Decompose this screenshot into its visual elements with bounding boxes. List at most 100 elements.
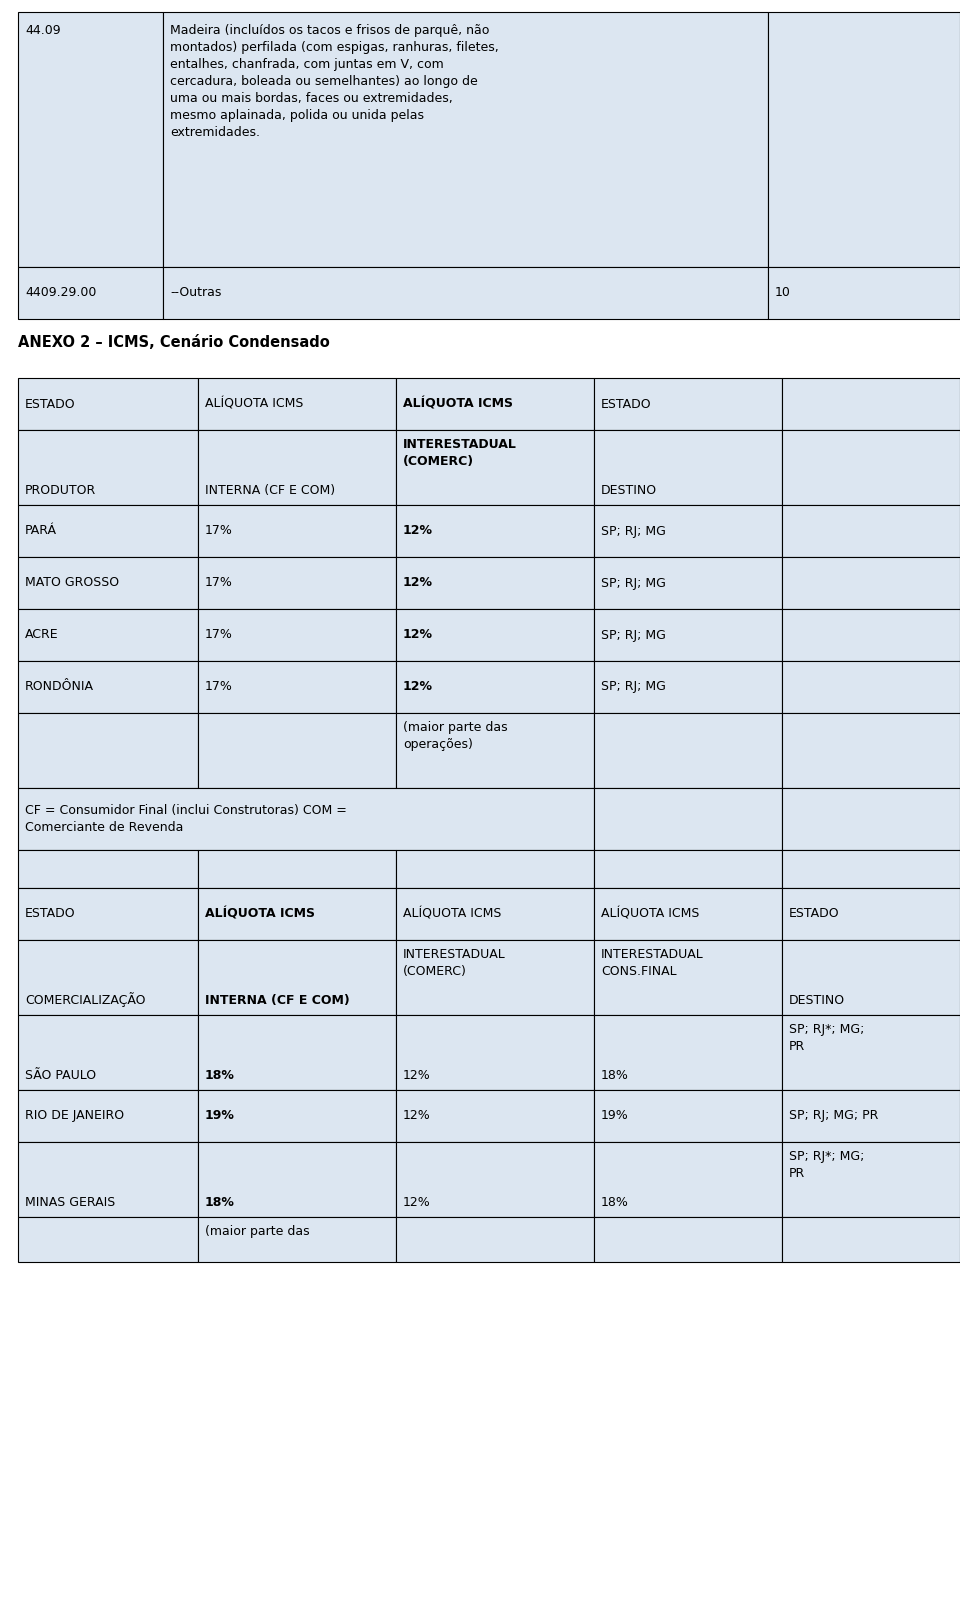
Bar [782,1217,960,1262]
Text: 17%: 17% [205,524,233,537]
Bar [594,887,782,940]
Bar [18,713,198,788]
Bar [18,1217,198,1262]
Bar [594,788,782,851]
Text: 18%: 18% [601,1070,629,1083]
Text: SP; RJ*; MG;
PR: SP; RJ*; MG; PR [789,1023,864,1054]
Bar [18,1142,198,1217]
Text: 17%: 17% [205,681,233,694]
Bar [18,430,198,505]
Bar [396,1217,594,1262]
Text: CF = Consumidor Final (inclui Construtoras) COM =
Comerciante de Revenda: CF = Consumidor Final (inclui Construtor… [25,804,347,835]
Bar [198,1015,396,1091]
Bar [163,13,768,267]
Bar [594,430,782,505]
Text: ESTADO: ESTADO [25,908,76,921]
Text: RIO DE JANEIRO: RIO DE JANEIRO [25,1110,124,1122]
Bar [768,267,960,318]
Bar [18,556,198,609]
Text: --Outras: --Outras [170,286,222,299]
Bar [782,377,960,430]
Bar [594,851,782,887]
Text: SÃO PAULO: SÃO PAULO [25,1070,96,1083]
Bar [594,377,782,430]
Text: DESTINO: DESTINO [601,484,658,497]
Text: Madeira (incluídos os tacos e frisos de parquê, não
montados) perfilada (com esp: Madeira (incluídos os tacos e frisos de … [170,24,499,139]
Bar [594,1015,782,1091]
Text: ANEXO 2 – ICMS, Cenário Condensado: ANEXO 2 – ICMS, Cenário Condensado [18,336,329,350]
Bar [782,505,960,556]
Bar [396,851,594,887]
Text: 44.09: 44.09 [25,24,60,37]
Text: 18%: 18% [205,1196,235,1209]
Text: 12%: 12% [403,628,433,641]
Bar [782,788,960,851]
Text: 17%: 17% [205,628,233,641]
Bar [396,713,594,788]
Bar [782,609,960,660]
Bar [198,1142,396,1217]
Text: ACRE: ACRE [25,628,59,641]
Text: COMERCIALIZAÇÃO: COMERCIALIZAÇÃO [25,991,146,1007]
Text: 19%: 19% [205,1110,235,1122]
Bar [396,660,594,713]
Text: SP; RJ; MG: SP; RJ; MG [601,524,666,537]
Text: 12%: 12% [403,1110,431,1122]
Text: 17%: 17% [205,577,233,590]
Text: 12%: 12% [403,524,433,537]
Text: MATO GROSSO: MATO GROSSO [25,577,119,590]
Bar [396,1015,594,1091]
Text: MINAS GERAIS: MINAS GERAIS [25,1196,115,1209]
Bar [18,609,198,660]
Bar [782,940,960,1015]
Text: INTERESTADUAL
(COMERC): INTERESTADUAL (COMERC) [403,948,506,979]
Bar [594,556,782,609]
Bar [18,267,163,318]
Bar [198,377,396,430]
Bar [768,13,960,267]
Bar [198,940,396,1015]
Bar [594,609,782,660]
Text: ALÍQUOTA ICMS: ALÍQUOTA ICMS [205,908,315,921]
Text: ALÍQUOTA ICMS: ALÍQUOTA ICMS [601,908,700,921]
Text: 18%: 18% [205,1070,235,1083]
Bar [18,1015,198,1091]
Bar [782,1091,960,1142]
Text: SP; RJ*; MG;
PR: SP; RJ*; MG; PR [789,1150,864,1180]
Bar [198,609,396,660]
Bar [163,267,768,318]
Text: SP; RJ; MG: SP; RJ; MG [601,628,666,641]
Text: SP; RJ; MG; PR: SP; RJ; MG; PR [789,1110,878,1122]
Bar [198,851,396,887]
Bar [594,660,782,713]
Bar [198,505,396,556]
Text: 4409.29.00: 4409.29.00 [25,286,96,299]
Bar [18,377,198,430]
Text: ALÍQUOTA ICMS: ALÍQUOTA ICMS [205,398,303,411]
Bar [396,887,594,940]
Bar [782,851,960,887]
Text: 12%: 12% [403,577,433,590]
Text: 10: 10 [775,286,791,299]
Text: ALÍQUOTA ICMS: ALÍQUOTA ICMS [403,908,501,921]
Bar [198,887,396,940]
Text: 19%: 19% [601,1110,629,1122]
Text: PARÁ: PARÁ [25,524,57,537]
Bar [18,13,163,267]
Text: INTERNA (CF E COM): INTERNA (CF E COM) [205,484,335,497]
Bar [782,887,960,940]
Bar [18,1091,198,1142]
Bar [594,713,782,788]
Text: 12%: 12% [403,681,433,694]
Bar [782,660,960,713]
Bar [18,851,198,887]
Bar [396,505,594,556]
Text: (maior parte das: (maior parte das [205,1225,310,1238]
Bar [198,1217,396,1262]
Bar [594,1091,782,1142]
Text: ESTADO: ESTADO [601,398,652,411]
Bar [18,887,198,940]
Text: INTERESTADUAL
CONS.FINAL: INTERESTADUAL CONS.FINAL [601,948,704,979]
Bar [198,1091,396,1142]
Bar [198,660,396,713]
